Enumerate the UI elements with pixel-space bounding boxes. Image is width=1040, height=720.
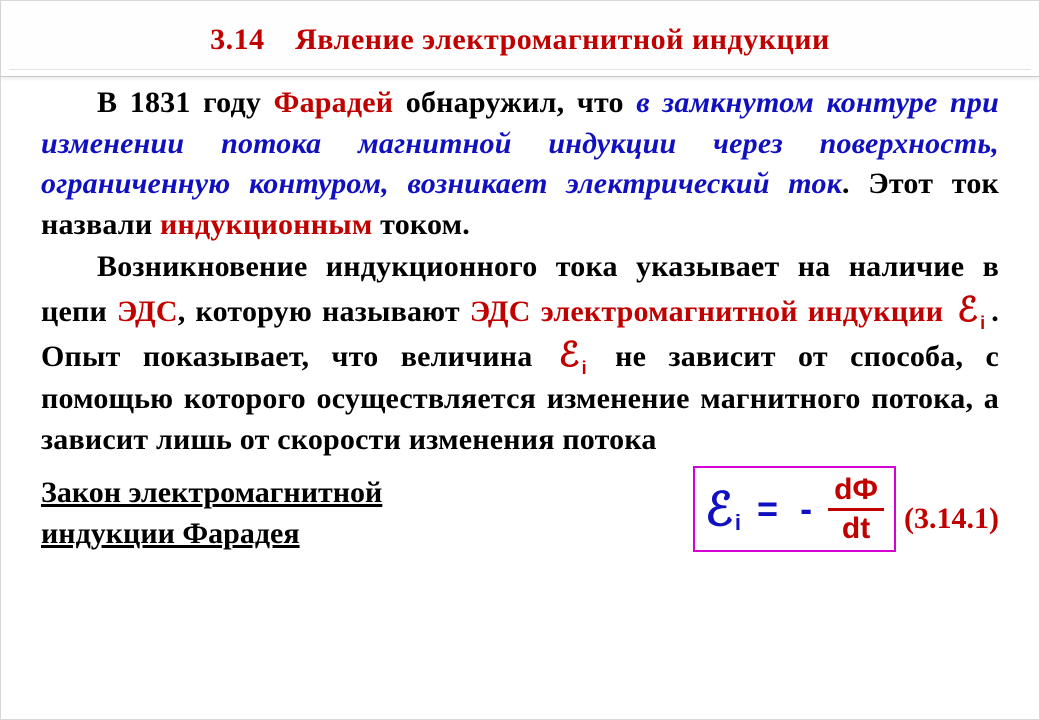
formula-lhs-glyph: ℰ: [705, 482, 733, 536]
law-label: Закон электромагнитной индукции Фарадея: [41, 473, 382, 554]
law-label-line2: индукции Фарадея: [41, 517, 300, 550]
formula-lhs: ℰi: [705, 482, 741, 536]
law-label-line1: Закон электромагнитной: [41, 476, 382, 509]
paragraph-1: В 1831 году Фарадей обнаружил, что в зам…: [41, 83, 999, 245]
p1-faraday: Фарадей: [274, 86, 394, 119]
emf-symbol-inline-1: ℰi: [957, 288, 985, 334]
slide-body: В 1831 году Фарадей обнаружил, что в зам…: [41, 83, 999, 699]
p1-induction: индукционным: [160, 208, 372, 241]
p2-eds-emi: ЭДС электромагнитной индукции: [470, 295, 943, 328]
emf-symbol-inline-2: ℰi: [559, 333, 587, 379]
formula-minus: -: [800, 488, 812, 530]
law-block: Закон электромагнитной индукции Фарадея …: [41, 466, 999, 554]
slide-title: 3.14 Явление электромагнитной индукции: [1, 23, 1039, 57]
p1-after-faraday: обнаружил, что: [393, 86, 636, 119]
equation-number: (3.14.1): [904, 502, 999, 554]
emf-glyph: ℰ: [957, 292, 978, 329]
emf-glyph-2: ℰ: [559, 337, 580, 374]
formula-fraction: dФ dt: [828, 474, 884, 544]
emf-sub: i: [980, 313, 985, 333]
formula-lhs-sub: i: [735, 510, 741, 536]
formula-bar: [828, 508, 884, 511]
p2-mid: , которую называют: [178, 295, 470, 328]
slide: 3.14 Явление электромагнитной индукции В…: [0, 0, 1040, 720]
formula-box: ℰi = - dФ dt: [693, 466, 896, 552]
formula-eq: =: [757, 488, 778, 530]
p1-lead: В 1831 году: [97, 86, 274, 119]
formula-numerator: dФ: [828, 474, 884, 506]
slide-header: 3.14 Явление электромагнитной индукции: [1, 1, 1039, 77]
paragraph-2: Возникновение индукционного тока указыва…: [41, 247, 999, 460]
p1-tail: током.: [372, 208, 470, 241]
p2-eds: ЭДС: [117, 295, 178, 328]
formula-denominator: dt: [836, 513, 876, 545]
emf-sub-2: i: [582, 358, 587, 378]
